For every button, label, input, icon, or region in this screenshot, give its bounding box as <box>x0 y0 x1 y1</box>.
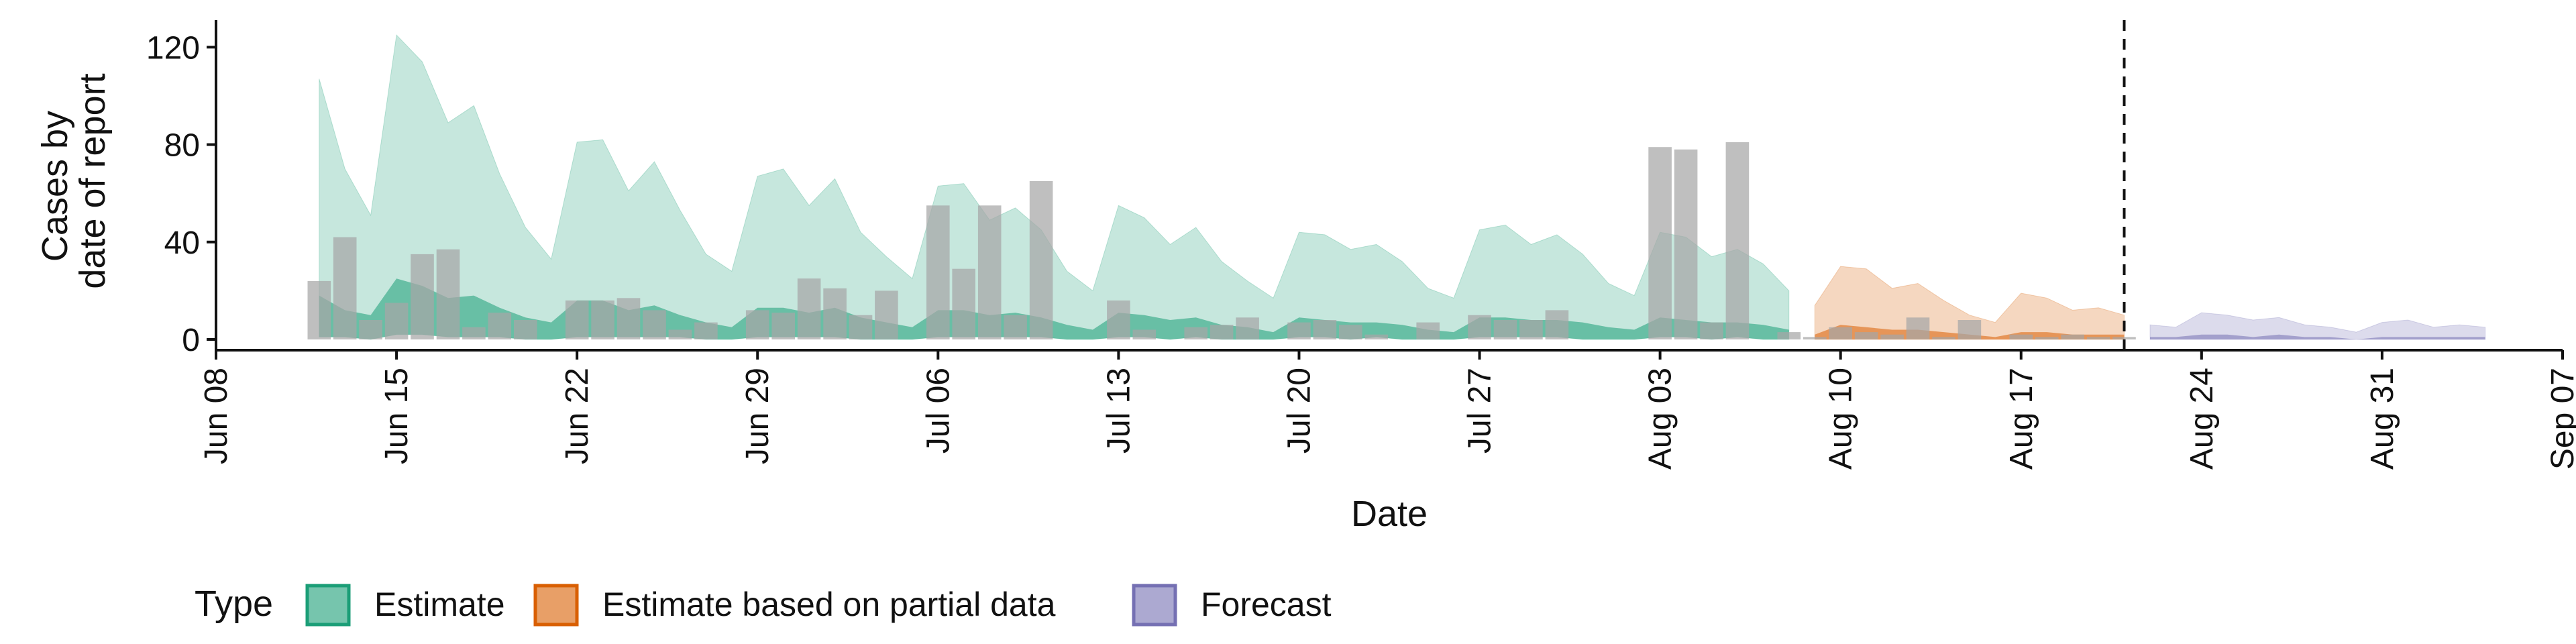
observed-cases-bar <box>1210 325 1234 339</box>
x-tick-label: Jun 08 <box>199 368 234 464</box>
observed-cases-bar <box>2061 334 2084 339</box>
x-tick-label: Aug 24 <box>2184 368 2220 470</box>
observed-cases-bar <box>1906 317 1930 339</box>
observed-cases-bar <box>1854 332 1878 339</box>
x-tick-label: Aug 17 <box>2004 368 2039 470</box>
legend: Type Estimate Estimate based on partial d… <box>195 584 1332 627</box>
observed-cases-bar <box>1932 337 1955 339</box>
observed-cases-bar <box>462 327 486 339</box>
legend-label: Estimate based on partial data <box>602 586 1056 623</box>
x-tick-label: Jul 06 <box>920 368 956 453</box>
observed-cases-bar <box>1029 181 1053 339</box>
observed-cases-bar <box>1468 315 1491 339</box>
legend-title: Type <box>195 584 273 624</box>
observed-cases-bar <box>2035 337 2059 339</box>
observed-cases-bar <box>359 320 382 339</box>
observed-cases-bar <box>668 329 692 339</box>
observed-cases-bar <box>1777 332 1801 339</box>
y-tick-label: 80 <box>164 128 200 164</box>
observed-cases-bar <box>849 315 873 339</box>
x-axis-title: Date <box>1351 494 1428 534</box>
y-axis-title-line-2: date of report <box>72 73 113 288</box>
y-axis-title: Cases by date of report <box>35 73 113 288</box>
x-tick-label: Aug 10 <box>1823 368 1859 470</box>
observed-cases-bar <box>977 205 1002 339</box>
estimate-ribbon-50 <box>319 278 1789 339</box>
observed-cases-bar <box>875 290 898 339</box>
x-tick-label: Jul 27 <box>1462 368 1498 453</box>
observed-cases-bar <box>1957 320 1982 339</box>
observed-cases-bar <box>823 288 847 339</box>
observed-cases-bar <box>1287 322 1311 339</box>
observed-cases-bar <box>1880 334 1904 339</box>
legend-key-estimate-based-on-partial-data <box>533 584 579 627</box>
legend-key-estimate <box>305 584 351 627</box>
axes: 0 40 80 120 Jun 08 Jun 15 Jun 22 Jun 29 Jul 06 Ju… <box>146 20 2576 470</box>
observed-cases-bar <box>952 268 975 339</box>
y-tick-label: 0 <box>182 323 200 358</box>
x-tick-label: Jun 22 <box>559 368 595 464</box>
observed-cases-bar <box>1519 320 1543 339</box>
observed-cases-bar <box>1236 317 1259 339</box>
observed-cases-bar <box>307 280 331 339</box>
x-tick-label: Jun 15 <box>379 368 415 464</box>
observed-cases-bar <box>1648 147 1672 339</box>
observed-cases-bar <box>1725 142 1750 339</box>
observed-cases-bar <box>1184 327 1208 339</box>
plot-area <box>307 20 2486 350</box>
observed-cases-bar <box>514 320 537 339</box>
forecast-ribbon-50 <box>2150 334 2485 339</box>
y-axis-title-line-1: Cases by <box>35 111 75 262</box>
observed-cases-bar <box>616 298 641 339</box>
observed-cases-bar <box>1339 325 1362 339</box>
x-tick-label: Aug 31 <box>2365 368 2400 470</box>
legend-label: Forecast <box>1201 586 1332 623</box>
y-tick-label: 120 <box>146 30 200 66</box>
observed-cases-bar <box>797 278 821 339</box>
x-tick-label: Jul 20 <box>1281 368 1317 453</box>
legend-key-forecast <box>1132 584 1177 627</box>
observed-cases-bar <box>591 300 614 339</box>
observed-cases-bar <box>694 322 718 339</box>
observed-cases-bar <box>1132 329 1157 339</box>
observed-cases-bar <box>643 310 666 339</box>
x-tick-label: Aug 03 <box>1643 368 1678 470</box>
observed-cases-bar <box>565 300 589 339</box>
observed-cases-bar <box>1493 320 1517 339</box>
observed-cases-bar <box>1829 327 1852 339</box>
observed-cases-bar <box>2086 337 2110 339</box>
observed-cases-bar <box>1364 334 1389 339</box>
observed-cases-bar <box>333 237 357 339</box>
x-tick-label: Jul 13 <box>1101 368 1136 453</box>
observed-cases-bar <box>1107 300 1130 339</box>
observed-cases-bar <box>926 205 950 339</box>
observed-cases-bar <box>1545 310 1569 339</box>
estimate-ribbon-90 <box>319 34 1790 340</box>
observed-cases-bar <box>384 303 409 339</box>
observed-cases-bar <box>2112 337 2136 339</box>
observed-cases-bar <box>1313 320 1337 339</box>
observed-cases-bar <box>1700 322 1723 339</box>
observed-cases-bar <box>411 254 434 339</box>
observed-cases-bar <box>436 249 460 339</box>
observed-cases-bar <box>488 313 512 339</box>
observed-cases-bar <box>1674 149 1698 340</box>
x-tick-label: Sep 07 <box>2545 368 2576 470</box>
observed-cases-bar <box>1416 322 1440 339</box>
observed-cases-bar <box>1803 337 1827 339</box>
observed-cases-bar <box>771 313 795 339</box>
observed-cases-bar <box>745 310 769 339</box>
observed-cases-bar <box>1004 315 1027 339</box>
x-tick-label: Jun 29 <box>740 368 775 464</box>
y-tick-label: 40 <box>164 225 200 261</box>
legend-label: Estimate <box>374 586 505 623</box>
observed-cases-bar <box>2009 334 2033 339</box>
